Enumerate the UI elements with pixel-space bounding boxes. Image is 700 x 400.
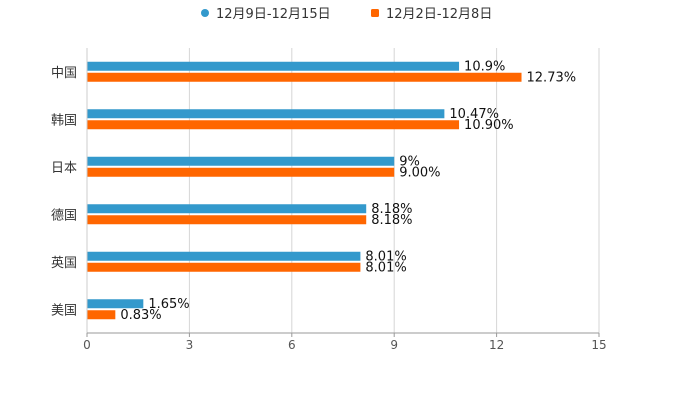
x-tick-label: 3 bbox=[186, 338, 194, 352]
data-label: 10.47% bbox=[449, 107, 499, 122]
data-label: 10.90% bbox=[464, 118, 514, 133]
x-tick-label: 6 bbox=[288, 338, 296, 352]
data-label: 0.83% bbox=[120, 308, 161, 323]
data-label: 9% bbox=[399, 154, 420, 169]
data-label: 8.18% bbox=[371, 213, 412, 228]
bar-series2 bbox=[87, 262, 361, 272]
bar-series2 bbox=[87, 72, 522, 82]
data-label: 8.18% bbox=[371, 202, 412, 217]
data-label: 1.65% bbox=[148, 297, 189, 312]
x-tick-label: 0 bbox=[83, 338, 91, 352]
legend-label-series2: 12月2日-12月8日 bbox=[386, 7, 492, 22]
legend-marker-series1 bbox=[201, 9, 209, 17]
data-label: 12.73% bbox=[527, 70, 577, 85]
bar-series1 bbox=[87, 251, 361, 261]
category-label: 英国 bbox=[51, 256, 77, 271]
data-label: 9.00% bbox=[399, 165, 440, 180]
legend-label-series1: 12月9日-12月15日 bbox=[216, 7, 331, 22]
bar-series1 bbox=[87, 156, 395, 166]
legend-marker-series2 bbox=[371, 9, 379, 17]
category-label: 德国 bbox=[51, 208, 77, 223]
data-label: 8.01% bbox=[365, 260, 406, 275]
bar-series2 bbox=[87, 215, 367, 225]
gridlines bbox=[188, 48, 600, 333]
category-label: 韩国 bbox=[51, 113, 77, 128]
bar-series2 bbox=[87, 120, 460, 130]
category-label: 中国 bbox=[51, 66, 77, 81]
bar-series2 bbox=[87, 310, 116, 320]
bar-series1 bbox=[87, 109, 445, 119]
x-tick-label: 15 bbox=[591, 338, 606, 352]
labels: 中国 10.9% 12.73% 韩国 10.47%10.90% 日本 9%9.00% 德国 8.… bbox=[51, 59, 576, 323]
axes: 0 3 6 9 12 15 bbox=[83, 48, 607, 352]
bar-series1 bbox=[87, 204, 367, 214]
category-label: 日本 bbox=[51, 161, 77, 176]
legend: 12月9日-12月15日 12月2日-12月8日 bbox=[201, 7, 492, 22]
category-label: 美国 bbox=[51, 303, 77, 318]
x-tick-label: 9 bbox=[390, 338, 398, 352]
x-tick-label: 12 bbox=[489, 338, 504, 352]
data-label: 8.01% bbox=[365, 249, 406, 264]
data-label: 10.9% bbox=[464, 59, 505, 74]
bar-series1 bbox=[87, 299, 144, 309]
bar-series1 bbox=[87, 61, 460, 71]
bar-series2 bbox=[87, 167, 395, 177]
bars bbox=[87, 61, 522, 320]
